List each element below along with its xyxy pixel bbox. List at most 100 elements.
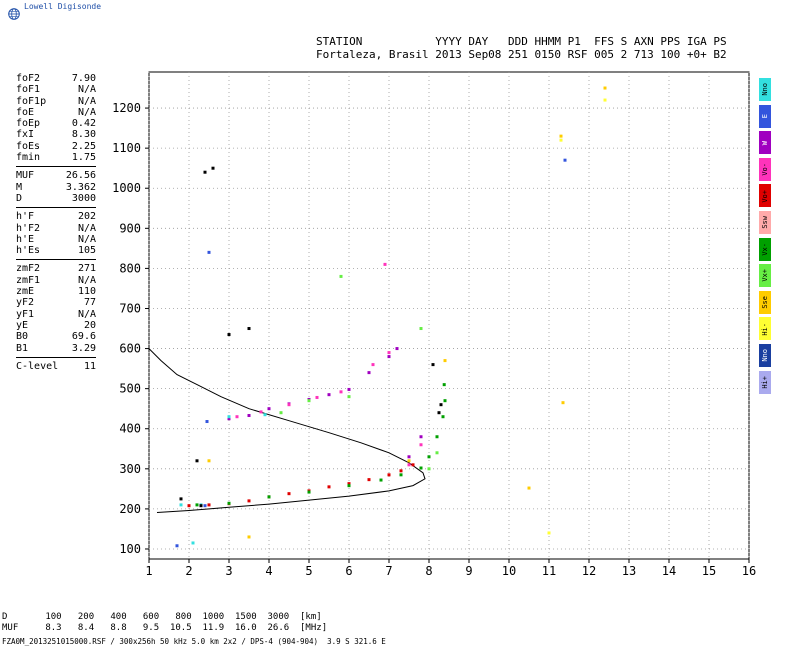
param-value: N/A	[77, 308, 96, 320]
param-key: yE	[16, 319, 29, 331]
x-tick-label: 11	[542, 564, 556, 578]
param-key: h'E	[16, 233, 35, 245]
echo-point	[399, 473, 403, 477]
echo-point	[175, 544, 179, 548]
param-row: h'F2 N/A	[16, 223, 96, 234]
param-value: 1.75	[71, 152, 96, 164]
param-key: h'F2	[16, 222, 41, 234]
echo-point	[307, 490, 311, 494]
echo-point	[407, 463, 411, 467]
footer-info: FZA0M_2013251015000.RSF / 300x256h 50 kH…	[2, 637, 386, 646]
echo-point	[411, 463, 415, 467]
x-tick-label: 5	[305, 564, 312, 578]
echo-point	[563, 158, 567, 162]
echo-point	[187, 504, 191, 508]
echo-point	[235, 415, 239, 419]
echo-point	[527, 486, 531, 490]
y-tick-label: 1000	[112, 181, 141, 195]
x-tick-label: 3	[225, 564, 232, 578]
param-value: 202	[77, 211, 96, 223]
echo-point	[347, 482, 351, 486]
header-values: Fortaleza, Brasil 2013 Sep08 251 0150 RS…	[316, 48, 727, 61]
echo-point	[419, 443, 423, 447]
globe-icon	[8, 8, 20, 20]
param-key: foE	[16, 106, 35, 118]
echo-point	[407, 455, 411, 459]
echo-point	[247, 499, 251, 503]
echo-point	[195, 459, 199, 463]
scaled-parameters: foF2 7.90 foF1 N/A foF1p N/A foE N/A foEp 0.42 fxI…	[16, 73, 96, 372]
echo-point	[207, 250, 211, 254]
legend-item: Vx+	[759, 264, 771, 288]
param-key: fmin	[16, 152, 41, 164]
echo-point	[227, 501, 231, 505]
param-value: 105	[77, 245, 96, 257]
param-row: zmE 110	[16, 286, 96, 297]
x-tick-label: 1	[145, 564, 152, 578]
legend-label: Vo+	[760, 189, 769, 203]
param-value: 2.25	[71, 140, 96, 152]
echo-point	[247, 327, 251, 331]
echo-point	[387, 351, 391, 355]
echo-point	[211, 166, 215, 170]
x-tick-label: 15	[702, 564, 716, 578]
legend-item: Vo-	[759, 157, 771, 181]
param-value: 271	[77, 263, 96, 275]
param-separator	[16, 166, 96, 168]
param-key: D	[16, 192, 23, 204]
param-key: yF1	[16, 308, 35, 320]
muf-value-row: MUF 8.3 8.4 8.8 9.5 10.5 11.9 16.0 26.6 …	[2, 623, 328, 633]
param-key: zmF2	[16, 263, 41, 275]
legend-item: Nno	[759, 78, 771, 101]
echo-point	[419, 435, 423, 439]
param-row: h'F 202	[16, 211, 96, 222]
param-row: fxI 8.30	[16, 129, 96, 140]
echo-point	[383, 262, 387, 266]
echo-point	[267, 407, 271, 411]
y-tick-label: 900	[119, 221, 141, 235]
y-tick-label: 200	[119, 502, 141, 516]
echo-point	[347, 387, 351, 391]
echo-point	[347, 484, 351, 488]
param-value: 7.90	[71, 73, 96, 84]
x-tick-label: 2	[185, 564, 192, 578]
echo-point	[427, 467, 431, 471]
echo-point	[547, 531, 551, 535]
legend-item: Hi+	[759, 370, 771, 394]
echo-point	[259, 410, 263, 414]
param-row: fmin 1.75	[16, 152, 96, 163]
echo-point	[435, 435, 439, 439]
echo-point	[419, 466, 423, 470]
param-key: fxI	[16, 129, 35, 141]
echo-point	[327, 393, 331, 397]
param-row: M 3.362	[16, 182, 96, 193]
param-value: N/A	[77, 95, 96, 107]
echo-point	[287, 403, 291, 407]
legend: Nno E W Vo- Vo+ Ssw Vx- Vx+ Sse Hi- Nno Hi+	[759, 78, 771, 397]
legend-label: W	[760, 140, 769, 145]
param-row: C-level 11	[16, 361, 96, 372]
param-key: zmF1	[16, 274, 41, 286]
param-row: yF2 77	[16, 297, 96, 308]
x-tick-label: 13	[622, 564, 636, 578]
param-key: foF1p	[16, 95, 47, 107]
x-tick-label: 12	[582, 564, 596, 578]
param-key: h'Es	[16, 245, 41, 257]
x-tick-label: 7	[385, 564, 392, 578]
echo-point	[247, 535, 251, 539]
param-value: N/A	[77, 274, 96, 286]
legend-item: Sse	[759, 290, 771, 314]
echo-point	[442, 383, 446, 387]
y-tick-label: 800	[119, 261, 141, 275]
x-tick-label: 14	[662, 564, 676, 578]
param-key: B0	[16, 331, 29, 343]
echo-point	[227, 417, 231, 421]
legend-label: Ssw	[760, 216, 769, 229]
legend-label: Hi-	[760, 322, 769, 336]
echo-point	[407, 459, 411, 463]
echo-point	[379, 478, 383, 482]
echo-point	[443, 359, 447, 363]
param-row: B0 69.6	[16, 331, 96, 342]
param-key: B1	[16, 342, 29, 354]
param-key: yF2	[16, 297, 35, 309]
